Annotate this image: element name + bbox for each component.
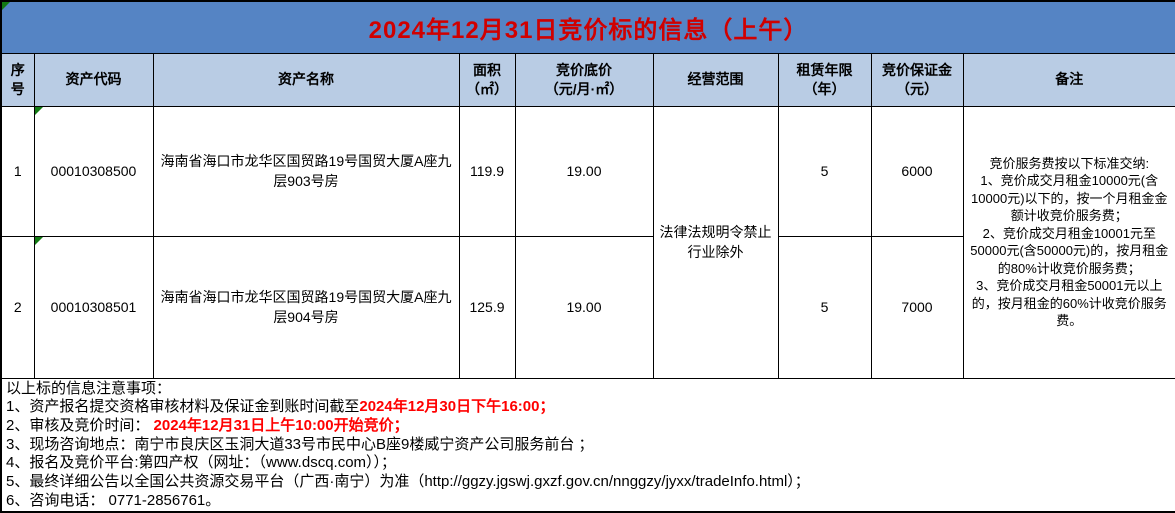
note-text: 1、资产报名提交资格审核材料及保证金到账时间截至 [6, 398, 360, 416]
cell-error-indicator-icon [2, 2, 10, 10]
cell-asset-name: 海南省海口市龙华区国贸路19号国贸大厦A座九层904号房 [152, 235, 460, 379]
table-row: 2 00010308501 海南省海口市龙华区国贸路19号国贸大厦A座九层904… [0, 235, 1175, 379]
cell-seq: 2 [0, 235, 35, 379]
cell-business-scope: 法律法规明令禁止行业除外 [652, 105, 779, 379]
page-title: 2024年12月31日竞价标的信息（上午） [368, 16, 809, 44]
note-text: 5、最终详细公告以全国公共资源交易平台（广西·南宁）为准（http://ggzy… [6, 473, 810, 491]
note-deadline-text: 2024年12月30日下午16:00； [359, 398, 555, 416]
cell-remarks: 竞价服务费按以下标准交纳: 1、竞价成交月租金10000元(含10000元)以下… [962, 105, 1175, 379]
col-header-area: 面积 （㎡） [458, 52, 516, 107]
notes-section: 以上标的信息注意事项： 1、资产报名提交资格审核材料及保证金到账时间截至2024… [0, 377, 1175, 513]
cell-error-indicator-icon [35, 107, 43, 115]
col-header-seq: 序 号 [0, 52, 35, 107]
title-cell: 2024年12月31日竞价标的信息（上午） [0, 0, 1175, 54]
note-line-4: 4、报名及竞价平台:第四产权（网址：（www.dscq.com））； [6, 454, 1171, 473]
note-text: 3、现场咨询地点：南宁市良庆区玉洞大道33号市民中心B座9楼威宁资产公司服务前台… [6, 435, 594, 453]
col-header-remarks: 备注 [962, 52, 1175, 107]
cell-deposit: 7000 [870, 235, 964, 379]
col-header-asset-code: 资产代码 [33, 52, 154, 107]
table-row: 1 00010308500 海南省海口市龙华区国贸路19号国贸大厦A座九层903… [0, 105, 1175, 379]
cell-deposit: 6000 [870, 105, 964, 237]
cell-lease-term: 5 [777, 105, 872, 237]
cell-base-price: 19.00 [514, 105, 654, 237]
note-line-3: 3、现场咨询地点：南宁市良庆区玉洞大道33号市民中心B座9楼威宁资产公司服务前台… [6, 436, 1171, 455]
col-header-base-price: 竞价底价 （元/月·㎡） [514, 52, 654, 107]
cell-area: 119.9 [458, 105, 516, 237]
cell-asset-code: 00010308501 [33, 235, 154, 379]
note-bid-time-text: 2024年12月31日上午10:00开始竞价； [153, 416, 409, 434]
cell-asset-code: 00010308500 [33, 105, 154, 237]
cell-asset-name: 海南省海口市龙华区国贸路19号国贸大厦A座九层903号房 [152, 105, 460, 237]
note-text: 6、咨询电话： 0771-2856761。 [6, 491, 221, 509]
note-text: 2、审核及竞价时间： [6, 416, 154, 434]
note-line-6: 6、咨询电话： 0771-2856761。 [6, 492, 1171, 511]
note-line-heading: 以上标的信息注意事项： [6, 380, 1171, 399]
note-line-5: 5、最终详细公告以全国公共资源交易平台（广西·南宁）为准（http://ggzy… [6, 473, 1171, 492]
col-header-lease-term: 租赁年限 （年） [777, 52, 872, 107]
col-header-asset-name: 资产名称 [152, 52, 460, 107]
col-header-deposit: 竞价保证金 （元） [870, 52, 964, 107]
note-line-2: 2、审核及竞价时间： 2024年12月31日上午10:00开始竞价； [6, 417, 1171, 436]
cell-base-price: 19.00 [514, 235, 654, 379]
cell-lease-term: 5 [777, 235, 872, 379]
cell-seq: 1 [0, 105, 35, 237]
note-line-1: 1、资产报名提交资格审核材料及保证金到账时间截至2024年12月30日下午16:… [6, 398, 1171, 417]
cell-area: 125.9 [458, 235, 516, 379]
asset-code-text: 00010308500 [50, 163, 137, 179]
note-text: 以上标的信息注意事项： [6, 379, 172, 397]
note-text: 4、报名及竞价平台:第四产权（网址：（www.dscq.com））； [6, 454, 397, 472]
col-header-business-scope: 经营范围 [652, 52, 779, 107]
cell-error-indicator-icon [35, 237, 43, 245]
asset-code-text: 00010308501 [50, 299, 137, 315]
